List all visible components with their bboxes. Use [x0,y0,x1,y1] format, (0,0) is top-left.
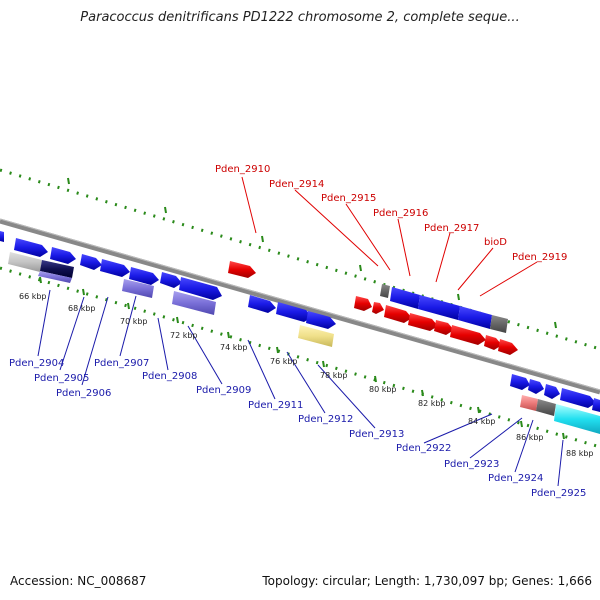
inner-dotted-scale [0,266,600,449]
gene-block [418,295,460,320]
gene-arrow [80,254,102,270]
gene-arrow [248,295,276,313]
gene-label: Pden_2922 [396,443,451,454]
bottom-gene-labels: Pden_2904 Pden_2905 Pden_2906 Pden_2907 Pden… [9,358,586,499]
gene-block [554,404,600,434]
tick-label: 84 kbp [468,417,496,426]
tick-label: 72 kbp [170,331,198,340]
gene-arrow [510,374,530,390]
tick-label: 80 kbp [369,385,397,394]
tick-label: 86 kbp [516,433,544,442]
gene-arrow [498,339,518,355]
gene-label: Pden_2923 [444,459,499,470]
gene-arrow [484,335,502,350]
top-leader-lines [241,176,538,297]
tick-label: 70 kbp [120,317,148,326]
gene-label: Pden_2912 [298,414,353,425]
gene-arrow [129,267,159,285]
gene-block [8,252,42,272]
gene-arrow [0,231,4,242]
gene-arrow [276,302,312,322]
gene-arrow [592,398,600,412]
gene-arrow [100,259,130,277]
gene-label: Pden_2915 [321,193,376,204]
tick-label: 74 kbp [220,343,248,352]
gene-block [490,315,508,333]
gene-block [458,306,492,329]
tick-label: 68 kbp [68,304,96,313]
gene-block [390,287,420,309]
accession-label: Accession: NC_008687 [10,574,147,588]
gene-label: Pden_2906 [56,388,111,399]
gene-block [38,271,72,283]
gene-label: Pden_2909 [196,385,251,396]
gene-label: Pden_2916 [373,208,428,219]
map-title: Paracoccus denitrificans PD1222 chromoso… [80,10,520,25]
outer-ticks [67,177,557,329]
gene-arrow [160,272,182,288]
gene-label: Pden_2924 [488,473,543,484]
gene-arrow [354,296,372,311]
gene-arrow [306,311,336,329]
gene-block [40,260,74,278]
gene-label: Pden_2905 [34,373,89,384]
gene-block [380,284,390,298]
gene-block [122,279,154,298]
tick-label: 66 kbp [19,292,47,301]
gene-block [172,291,216,315]
top-gene-labels: Pden_2910 Pden_2914 Pden_2915 Pden_2916 Pden… [215,164,567,263]
gene-label: Pden_2925 [531,488,586,499]
gene-arrow [450,325,486,345]
gene-arrow [14,238,48,257]
gene-arrow [560,388,596,408]
gene-arrow [372,302,384,314]
gene-label: Pden_2911 [248,400,303,411]
summary-label: Topology: circular; Length: 1,730,097 bp… [262,574,592,588]
gene-label: bioD [484,237,507,248]
gene-arrow [528,379,544,394]
gene-label: Pden_2914 [269,179,324,190]
gene-arrow [384,305,412,323]
bottom-leader-lines [37,289,564,487]
gene-label: Pden_2907 [94,358,149,369]
tick-label: 78 kbp [320,371,348,380]
gene-arrow [179,277,222,300]
tick-label: 82 kbp [418,399,446,408]
gene-block [520,395,538,411]
gene-label: Pden_2913 [349,429,404,440]
tick-labels: 66 kbp 68 kbp 70 kbp 72 kbp 74 kbp 76 kbp 78 k… [19,292,594,458]
gene-label: Pden_2917 [424,223,479,234]
gene-label: Pden_2904 [9,358,64,369]
gene-arrow [50,247,76,264]
gene-block [536,399,556,416]
gene-arrow [228,261,256,278]
gene-arrow [434,320,454,335]
gene-arrow [408,313,438,331]
gene-label: Pden_2908 [142,371,197,382]
gene-arrow [544,384,560,399]
gene-blocks [0,231,600,434]
tick-label: 88 kbp [566,449,594,458]
gene-label: Pden_2910 [215,164,270,175]
gene-label: Pden_2919 [512,252,567,263]
scale-ticks [39,276,565,440]
tick-label: 76 kbp [270,357,298,366]
gene-block [298,325,334,347]
backbone [0,218,600,395]
